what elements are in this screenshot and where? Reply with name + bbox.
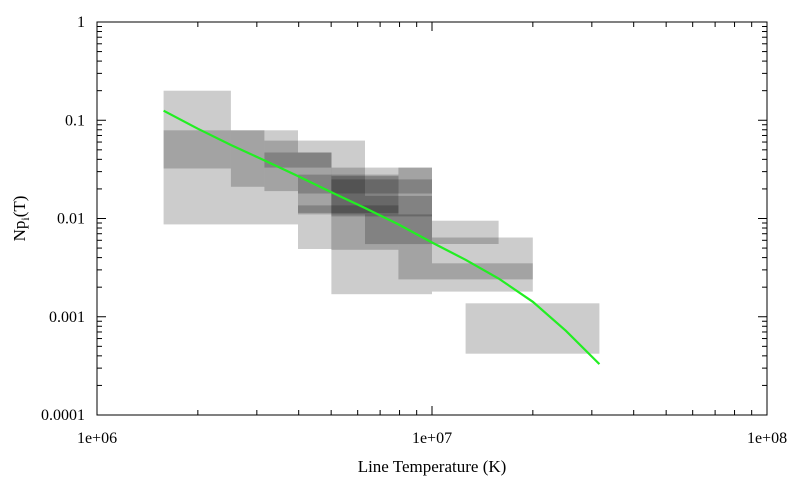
data-box: [465, 303, 600, 354]
y-axis-title-main: Np: [10, 221, 29, 242]
y-tick-label: 0.1: [65, 112, 85, 129]
data-box: [264, 152, 332, 168]
data-box: [331, 176, 399, 250]
data-boxes: [163, 90, 600, 354]
y-axis-title: Npi(T): [10, 196, 32, 242]
data-box: [432, 263, 533, 280]
data-box: [398, 214, 432, 280]
y-tick-label: 0.01: [57, 211, 85, 228]
data-box: [398, 167, 432, 194]
trend-curve: [163, 109, 601, 365]
x-axis-title: Line Temperature (K): [358, 457, 507, 476]
axis-ticks: [96, 21, 768, 416]
y-tick-label: 1: [77, 14, 85, 31]
axis-tick-labels: 1e+06 1e+07 1e+08 0.0001 0.001 0.01 0.1 1: [41, 14, 787, 447]
x-tick-label: 1e+08: [747, 430, 787, 447]
data-box: [432, 220, 499, 244]
y-axis-title-tail: (T): [10, 196, 29, 218]
x-tick-label: 1e+06: [77, 430, 117, 447]
data-box: [331, 179, 432, 217]
data-box: [264, 140, 298, 192]
data-box: [298, 205, 399, 213]
data-box: [298, 152, 332, 249]
data-box: [432, 237, 533, 292]
x-tick-label: 1e+07: [412, 430, 452, 447]
y-tick-label: 0.001: [49, 309, 85, 326]
y-tick-label: 0.0001: [41, 407, 85, 424]
y-axis-title-sub: i: [18, 217, 32, 221]
data-box: [331, 167, 432, 295]
